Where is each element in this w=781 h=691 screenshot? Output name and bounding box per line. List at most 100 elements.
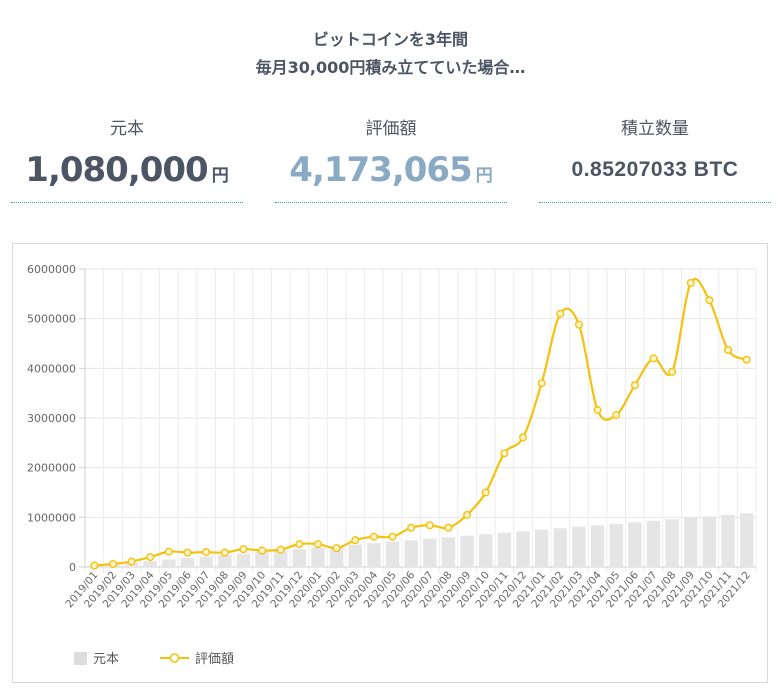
stat-principal: 元本 1,080,000 円 <box>11 116 243 203</box>
legend-valuation-label: 評価額 <box>195 652 234 667</box>
principal-bar <box>534 529 549 567</box>
principal-bar <box>329 546 344 567</box>
principal-bar <box>721 514 735 567</box>
y-axis-ticks: 0 1000000 2000000 3000000 4000000 5000000 6000… <box>27 263 76 574</box>
quantity-value: 0.85207033 BTC <box>571 158 739 181</box>
principal-bars <box>87 513 754 567</box>
y-tick-label: 5000000 <box>27 313 76 326</box>
valuation-point <box>146 553 155 562</box>
principal-unit: 円 <box>211 166 229 186</box>
valuation-point <box>537 379 546 388</box>
quantity-value-row: 0.85207033 BTC <box>539 148 771 192</box>
y-tick-label: 4000000 <box>27 362 76 375</box>
legend-principal-swatch <box>74 652 87 665</box>
principal-bar <box>497 532 512 567</box>
valuation-point <box>649 354 658 363</box>
valuation-point <box>724 345 733 354</box>
valuation-value: 4,173,065 <box>289 150 472 190</box>
principal-bar <box>590 525 605 567</box>
chart-grid <box>79 268 757 573</box>
principal-bar <box>348 544 362 567</box>
principal-bar <box>143 561 157 567</box>
valuation-point <box>90 561 99 570</box>
valuation-point <box>630 381 639 390</box>
chart-container: 0 1000000 2000000 3000000 4000000 5000000 6000… <box>12 243 768 683</box>
principal-value-row: 1,080,000 円 <box>11 148 243 192</box>
valuation-value-row: 4,173,065 円 <box>275 148 507 192</box>
valuation-point <box>686 278 695 287</box>
principal-bar <box>516 531 530 567</box>
principal-value: 1,080,000 <box>25 150 208 190</box>
principal-bar <box>199 556 213 567</box>
principal-bar <box>385 541 400 567</box>
principal-bar <box>479 534 493 567</box>
valuation-point <box>183 548 192 557</box>
valuation-point <box>593 406 602 415</box>
principal-bar <box>460 535 474 567</box>
y-tick-label: 1000000 <box>27 511 76 524</box>
valuation-point <box>556 309 565 318</box>
valuation-point <box>705 296 714 305</box>
principal-bar <box>628 522 642 567</box>
valuation-point <box>444 523 453 532</box>
valuation-point <box>500 449 509 458</box>
valuation-point <box>202 548 211 557</box>
principal-bar <box>292 549 307 567</box>
headline: ビットコインを3年間 毎月30,000円積み立てていた場合… <box>0 26 781 82</box>
valuation-point <box>295 540 304 549</box>
principal-bar <box>218 555 232 567</box>
principal-bar <box>236 553 251 567</box>
principal-bar <box>646 520 661 567</box>
valuation-point <box>332 544 341 553</box>
principal-bar <box>739 513 754 567</box>
valuation-points <box>90 278 751 570</box>
quantity-label: 積立数量 <box>621 119 689 139</box>
legend-principal-label: 元本 <box>93 652 119 667</box>
valuation-point <box>612 411 621 420</box>
valuation-point <box>481 488 490 497</box>
y-tick-label: 3000000 <box>27 412 76 425</box>
valuation-point <box>519 433 528 442</box>
valuation-point <box>388 532 397 541</box>
y-tick-label: 6000000 <box>27 263 76 276</box>
valuation-point <box>258 546 267 555</box>
valuation-point <box>742 355 751 364</box>
principal-bar <box>553 528 568 567</box>
headline-line2: 毎月30,000円積み立てていた場合… <box>255 58 526 77</box>
principal-bar <box>255 552 269 567</box>
valuation-label: 評価額 <box>365 119 417 139</box>
valuation-point <box>425 521 434 530</box>
valuation-point <box>369 532 378 541</box>
principal-bar <box>180 558 195 567</box>
valuation-point <box>108 560 117 569</box>
principal-bar <box>423 538 437 567</box>
valuation-point <box>574 320 583 329</box>
chart-svg: 0 1000000 2000000 3000000 4000000 5000000 6000… <box>27 263 757 667</box>
valuation-point <box>463 510 472 519</box>
valuation-point <box>220 548 229 557</box>
stat-quantity: 積立数量 0.85207033 BTC <box>539 116 771 203</box>
stat-valuation: 評価額 4,173,065 円 <box>275 116 507 203</box>
principal-bar <box>367 543 381 567</box>
principal-bar <box>273 550 288 567</box>
principal-bar <box>162 559 176 567</box>
legend-valuation-marker <box>169 653 180 663</box>
principal-bar <box>665 519 679 567</box>
valuation-point <box>276 545 285 554</box>
valuation-point <box>407 523 416 532</box>
valuation-point <box>239 545 248 554</box>
principal-bar <box>572 526 586 567</box>
principal-label: 元本 <box>110 119 144 139</box>
valuation-unit: 円 <box>475 166 493 186</box>
chart-legend: 元本 評価額 <box>74 652 234 667</box>
valuation-point <box>164 547 173 556</box>
principal-bar <box>684 517 698 567</box>
x-axis-ticks: 2019/012019/022019/032019/042019/052019/… <box>63 569 753 610</box>
valuation-point <box>127 557 136 566</box>
principal-bar <box>441 537 456 567</box>
principal-bar <box>702 516 717 567</box>
principal-bar <box>404 540 418 567</box>
y-tick-label: 0 <box>69 561 76 574</box>
headline-line1: ビットコインを3年間 <box>312 30 469 49</box>
valuation-point <box>351 536 360 545</box>
